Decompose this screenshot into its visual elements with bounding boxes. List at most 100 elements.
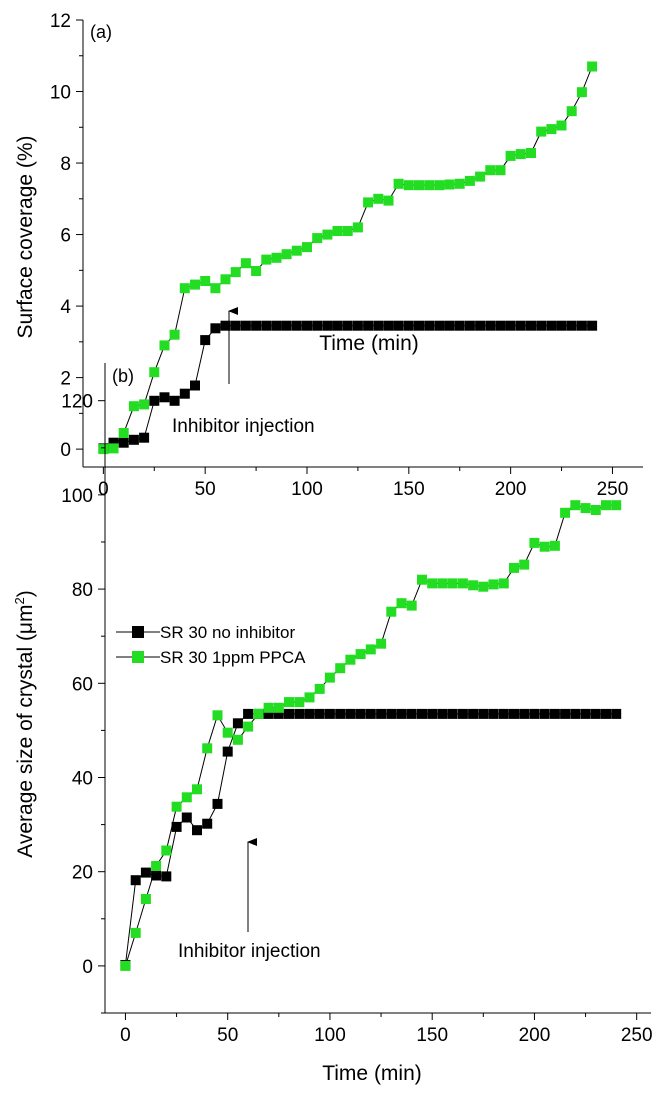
panel-b-y-tick-label: 20 <box>72 863 93 884</box>
panel-b-series-1-point <box>611 500 622 511</box>
panel-b-series-1-point <box>222 727 233 738</box>
panel-a-series-0-point <box>149 395 160 406</box>
panel-a-series-1-point <box>251 266 262 276</box>
panel-a-x-tick-label: 200 <box>495 479 527 500</box>
panel-b-series-1-point <box>355 649 366 660</box>
panel-b-y-tick-label: 120 <box>61 392 93 413</box>
panel-a-series-1-point <box>434 180 445 191</box>
panel-b-annotation-text: Inhibitor injection <box>178 941 321 962</box>
panel-b-series-0-point <box>161 871 172 882</box>
panel-b-series-1-point <box>314 683 325 694</box>
panel-b-x-tick-label: 200 <box>519 1025 551 1046</box>
panel-b-series-1-point <box>498 578 509 589</box>
panel-a-x-tick-label: 150 <box>393 479 425 500</box>
panel-b-series-1-point <box>232 734 243 745</box>
panel-a-series-0-point <box>342 320 353 331</box>
panel-b-series-1-point <box>580 503 591 514</box>
panel-a-series-1-point <box>240 258 251 269</box>
panel-b-series-0-point <box>355 708 366 719</box>
panel-a-series-0-point <box>454 320 465 331</box>
panel-a-series-1-point <box>261 254 272 265</box>
panel-b-y-axis-title: Average size of crystal (μm2) <box>12 590 37 858</box>
panel-a-y-tick-label: 0 <box>60 440 71 461</box>
panel-b-y-tick-label: 40 <box>72 768 93 789</box>
panel-a-y-tick-label: 10 <box>50 83 71 104</box>
panel-b-series-0-point <box>396 708 407 719</box>
panel-b-series-1-point <box>212 710 223 721</box>
panel-a-series-0-point <box>271 320 282 331</box>
panel-b-series-0-point <box>590 708 601 719</box>
panel-b-y-axis-title-unit: μm <box>14 604 37 634</box>
panel-b-series-0-point <box>335 708 346 719</box>
panel-b-series-1-point <box>529 537 540 548</box>
panel-a-series-1-point <box>210 283 221 294</box>
panel-b-series-0-point <box>365 708 376 719</box>
panel-a-label: (a) <box>90 22 112 42</box>
panel-b-series-0-point <box>202 818 213 829</box>
panel-b-series-1-point <box>181 792 192 803</box>
panel-a-series-0-point <box>403 320 414 331</box>
legend-marker-no-inhibitor <box>132 626 144 638</box>
panel-b-y-axis-title-exponent: 2 <box>12 597 27 604</box>
panel-b-series-1-point <box>171 801 182 812</box>
panel-b-series-1-point <box>130 927 141 938</box>
panel-a-series-1-point <box>271 252 282 263</box>
panel-a-series-0-point <box>302 320 312 331</box>
panel-b-series-1-point <box>324 672 335 683</box>
panel-b-series-0-point <box>386 708 397 719</box>
panel-b-series-1-point <box>457 578 468 589</box>
panel-a-series-0-point <box>505 320 516 331</box>
panel-a-series-1-point <box>424 180 435 191</box>
panel-b-series-0-point <box>345 708 356 719</box>
panel-b-series-0-point <box>130 875 141 886</box>
panel-b-series-0-point <box>140 867 151 878</box>
panel-a-series-0-point <box>546 320 557 331</box>
panel-b-series-0-point <box>181 812 192 823</box>
panel-a-x-axis-title: Time (min) <box>319 332 419 355</box>
panel-a-y-tick-label: 4 <box>60 297 71 318</box>
panel-b-series-1-point <box>386 606 397 617</box>
panel-b-series-0-point <box>222 746 233 757</box>
panel-a-series-0-point <box>475 320 486 331</box>
panel-b-series-0-point <box>243 708 254 719</box>
panel-b-series-1-point <box>601 500 611 511</box>
panel-a-series-1-point <box>566 106 577 117</box>
legend-label-no-inhibitor: SR 30 no inhibitor <box>160 623 295 642</box>
panel-a-series-0-point <box>434 320 445 331</box>
panel-b-series-0-point <box>304 708 315 719</box>
panel-b-series-1-point <box>519 559 530 570</box>
panel-a-series-1-point <box>576 87 587 98</box>
panel-b-series-0-point <box>611 708 622 719</box>
panel-b-series-0-point <box>580 708 591 719</box>
panel-a-series-1-point <box>505 150 516 161</box>
panel-b-series-1-point <box>243 721 254 732</box>
panel-a-series-0-point <box>444 320 455 331</box>
panel-b-y-axis-title-close: ) <box>14 590 37 597</box>
panel-a-series-0-point <box>251 320 262 331</box>
legend-label-ppca: SR 30 1ppm PPCA <box>160 648 306 667</box>
panel-b-series-0-point <box>232 718 243 729</box>
panel-b-series-1-point <box>284 697 294 708</box>
panel-b-series-1-point <box>120 960 131 971</box>
panel-b-y-tick-label: 100 <box>61 486 93 507</box>
panel-b-series-0-point <box>457 708 468 719</box>
panel-a-series-0-point <box>495 320 506 331</box>
panel-a-series-1-point <box>352 222 363 233</box>
panel-b-x-tick-label: 100 <box>314 1025 346 1046</box>
panel-b-x-tick-label: 50 <box>217 1025 238 1046</box>
panel-a-series-0-point <box>200 335 211 346</box>
panel-b-series-0-point <box>570 708 581 719</box>
panel-b-y-tick-label: 60 <box>72 674 93 695</box>
panel-b-series-1-point <box>488 579 499 590</box>
panel-a-series-1-point <box>118 428 129 438</box>
panel-a-series-0-point <box>291 320 302 331</box>
panel-b-series-0-point <box>151 870 162 881</box>
panel-a-series-0-point <box>128 434 139 445</box>
panel-a-series-1-point <box>200 276 211 286</box>
panel-b-series-0-point <box>212 798 223 809</box>
panel-a-x-tick-label: 100 <box>291 479 323 500</box>
panel-b-series-1-point <box>365 644 376 655</box>
panel-b-series-0-point <box>192 825 202 836</box>
panel-a-x-tick-label: 250 <box>597 479 629 500</box>
